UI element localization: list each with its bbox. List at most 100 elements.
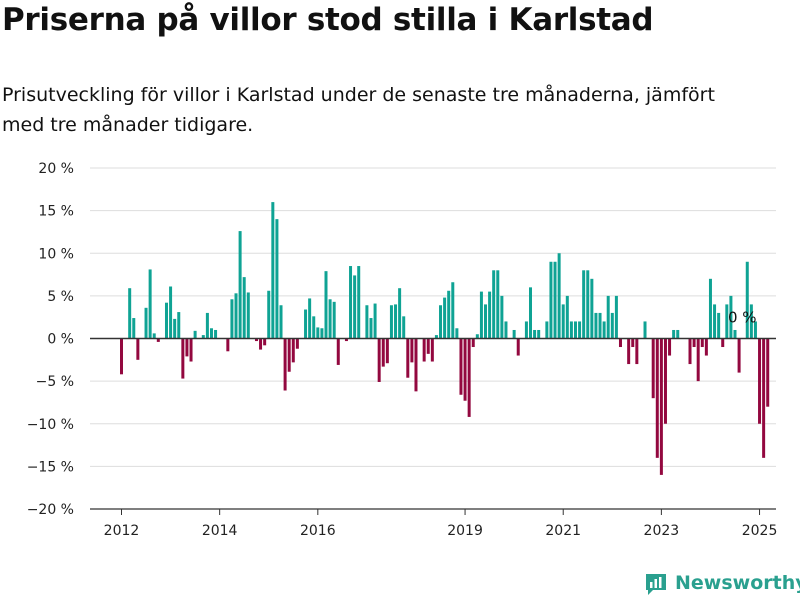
bar [254, 338, 258, 342]
bar [439, 305, 443, 339]
bar [201, 335, 205, 339]
bar [394, 304, 398, 339]
bar [573, 321, 577, 339]
bar [488, 291, 492, 339]
bar [271, 202, 275, 339]
latest-value-annotation: 0 % [728, 309, 757, 327]
bar [238, 231, 242, 339]
bar [635, 338, 639, 365]
bar [320, 328, 324, 339]
bar [696, 338, 700, 382]
y-tick-label: −10 % [27, 417, 74, 433]
bar [422, 338, 426, 362]
bar [414, 338, 418, 392]
bar [259, 338, 263, 350]
bar [753, 321, 757, 339]
bar [279, 305, 283, 339]
bar [381, 338, 385, 367]
bar [484, 304, 488, 339]
chart-subtitle: Prisutveckling för villor i Karlstad und… [2, 84, 715, 136]
x-tick-label: 2021 [545, 523, 581, 539]
y-tick-labels: 20 % 15 % 10 % 5 % 0 % −5 % −10 % −15 % −20 % [27, 161, 74, 518]
bar [545, 321, 549, 339]
bars [120, 202, 770, 475]
bar [205, 312, 209, 339]
bar [598, 312, 602, 339]
bar [631, 338, 635, 348]
y-tick-label: 15 % [38, 204, 74, 220]
bar [590, 278, 594, 339]
bar [177, 312, 181, 339]
bar [708, 278, 712, 339]
bar [659, 338, 663, 475]
bar [324, 271, 328, 339]
bar [189, 338, 193, 362]
bar [717, 312, 721, 339]
bar [144, 307, 148, 339]
bar [389, 305, 393, 339]
bar [668, 338, 672, 356]
bar [692, 338, 696, 348]
bar [316, 327, 320, 339]
bar [275, 219, 279, 339]
bar [504, 321, 508, 339]
bar [344, 338, 348, 342]
bar [721, 338, 725, 348]
bar [267, 290, 271, 339]
bar [492, 270, 496, 339]
bar [582, 270, 586, 339]
bar-chart-logo-icon [646, 574, 666, 595]
bar [283, 338, 287, 391]
y-tick-label: −15 % [27, 459, 74, 475]
bar [745, 261, 749, 339]
bar [434, 335, 438, 339]
bar [733, 329, 737, 339]
bar [230, 299, 234, 339]
bar [758, 338, 762, 424]
bar [234, 293, 238, 339]
bar [676, 329, 680, 339]
bar [594, 312, 598, 339]
bar [455, 328, 459, 339]
bar [463, 338, 467, 401]
bar [537, 329, 541, 339]
bar [704, 338, 708, 356]
bar [614, 295, 618, 339]
bar [152, 333, 156, 339]
bar [398, 288, 402, 339]
bar [569, 321, 573, 339]
bar [663, 338, 667, 424]
bar [467, 338, 471, 417]
bar [688, 338, 692, 365]
bar [349, 266, 353, 339]
bar [357, 266, 361, 339]
bar [304, 309, 308, 339]
bar [766, 338, 770, 407]
x-tick-label: 2023 [644, 523, 680, 539]
chart-title: Priserna på villor stod stilla i Karlsta… [2, 2, 654, 38]
bar [128, 288, 132, 339]
bar [762, 338, 766, 458]
bar [578, 321, 582, 339]
x-tick-label: 2025 [742, 523, 778, 539]
bar [586, 270, 590, 339]
bar [336, 338, 340, 365]
y-tick-label: −5 % [36, 374, 74, 390]
bar [263, 338, 267, 346]
bar [459, 338, 463, 395]
bar [426, 338, 430, 354]
bar [136, 338, 140, 360]
brand-name: Newsworthy [675, 572, 800, 594]
bar [209, 328, 213, 339]
x-tick-label: 2016 [300, 523, 336, 539]
bar [312, 316, 316, 339]
bar [618, 338, 622, 348]
bar [496, 270, 500, 339]
bar [120, 338, 123, 375]
bar [156, 338, 160, 342]
bar [524, 321, 528, 339]
bar [565, 295, 569, 339]
bar [385, 338, 389, 364]
bar [193, 330, 197, 339]
